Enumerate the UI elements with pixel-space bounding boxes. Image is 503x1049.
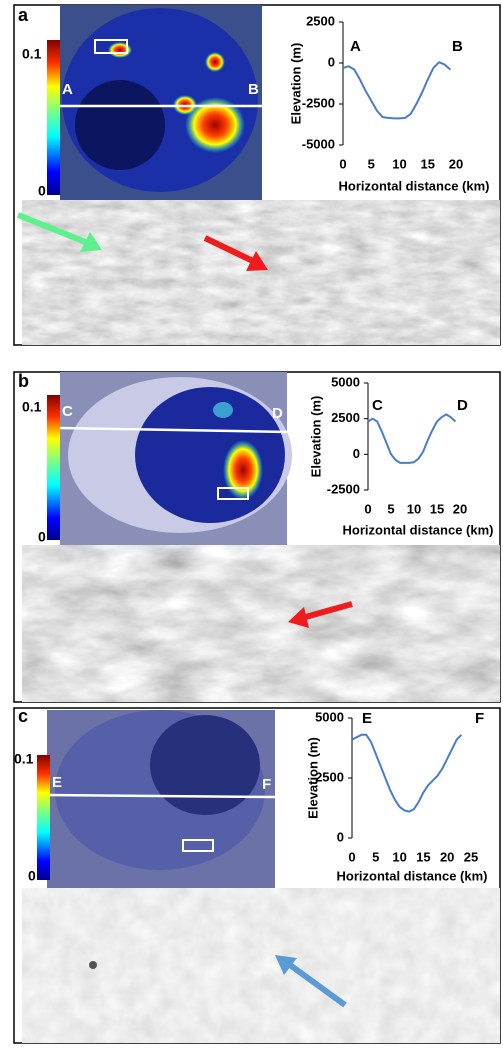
surface-image xyxy=(22,200,500,345)
x-tick-label: 15 xyxy=(416,849,430,864)
y-tick-label: -5000 xyxy=(302,136,335,151)
map-label: C xyxy=(62,403,73,420)
x-tick-label: 5 xyxy=(387,501,394,516)
profile-line xyxy=(368,414,455,463)
y-tick-label: 2500 xyxy=(306,13,335,28)
x-tick-label: 0 xyxy=(348,849,355,864)
surface-image xyxy=(22,545,500,702)
colorbar-max: 0.1 xyxy=(22,399,42,415)
map-label: E xyxy=(52,774,62,791)
x-tick-label: 0 xyxy=(339,156,346,171)
annotation: F xyxy=(475,710,484,727)
annotation: D xyxy=(457,397,468,414)
x-axis-label: Horizontal distance (km) xyxy=(339,178,490,193)
colorbar xyxy=(47,395,60,540)
x-axis-label: Horizontal distance (km) xyxy=(337,868,488,883)
profile-line xyxy=(343,62,450,118)
map-label: A xyxy=(62,81,73,98)
y-tick-label: 0 xyxy=(328,54,335,69)
colorbar xyxy=(47,40,60,195)
y-tick-label: 5000 xyxy=(315,709,344,724)
panel-label: c xyxy=(18,706,28,726)
x-tick-label: 20 xyxy=(449,156,463,171)
profile-line xyxy=(352,735,462,812)
y-axis-label: Elevation (m) xyxy=(305,737,320,819)
figure: a0.10ABb0.10CDc0.10EF-5000-2500025000510… xyxy=(0,0,503,1044)
x-tick-label: 25 xyxy=(464,849,478,864)
hotspot xyxy=(213,402,233,418)
x-tick-label: 0 xyxy=(364,501,371,516)
panel-label: b xyxy=(18,371,29,391)
colorbar-min: 0 xyxy=(28,868,36,884)
map-label: F xyxy=(262,776,271,793)
hotspot xyxy=(223,440,263,500)
colorbar xyxy=(37,755,50,880)
y-axis-label: Elevation (m) xyxy=(288,43,303,125)
colorbar-max: 0.1 xyxy=(22,46,42,62)
y-tick-label: 5000 xyxy=(331,374,360,389)
y-tick-label: 2500 xyxy=(331,410,360,425)
map-label: B xyxy=(248,81,259,98)
colorbar-min: 0 xyxy=(38,183,46,199)
x-tick-label: 20 xyxy=(440,849,454,864)
x-tick-label: 20 xyxy=(453,501,467,516)
hotspot xyxy=(108,42,132,58)
crater-shadow xyxy=(150,715,260,815)
x-tick-label: 5 xyxy=(368,156,375,171)
annotation: A xyxy=(350,38,361,55)
x-tick-label: 10 xyxy=(407,501,421,516)
y-tick-label: -2500 xyxy=(302,95,335,110)
x-axis-label: Horizontal distance (km) xyxy=(343,522,494,537)
x-tick-label: 10 xyxy=(392,156,406,171)
x-tick-label: 10 xyxy=(392,849,406,864)
crater-shadow xyxy=(75,80,165,170)
x-tick-label: 15 xyxy=(430,501,444,516)
colorbar-max: 0.1 xyxy=(14,751,34,767)
crater-floor xyxy=(135,387,285,523)
y-axis-label: Elevation (m) xyxy=(308,396,323,478)
panel-label: a xyxy=(18,5,29,25)
colorbar-min: 0 xyxy=(38,529,46,545)
y-tick-label: 0 xyxy=(353,446,360,461)
annotation: C xyxy=(372,397,383,414)
map-label: D xyxy=(272,405,283,422)
x-tick-label: 15 xyxy=(421,156,435,171)
x-tick-label: 5 xyxy=(372,849,379,864)
crater-dot xyxy=(89,961,97,969)
y-tick-label: 0 xyxy=(337,829,344,844)
y-tick-label: -2500 xyxy=(327,481,360,496)
hotspot xyxy=(205,52,225,72)
annotation: E xyxy=(362,710,372,727)
annotation: B xyxy=(452,38,463,55)
